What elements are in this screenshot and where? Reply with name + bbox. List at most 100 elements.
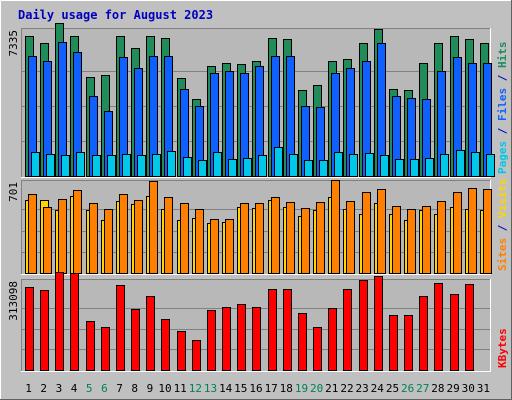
x-tick-label: 22 [340, 382, 353, 395]
x-tick-label: 24 [371, 382, 385, 395]
x-tick-label: 18 [280, 382, 293, 395]
bar-kbytes-day-1 [25, 287, 34, 371]
bar-sites-day-20 [316, 202, 325, 274]
bar-sites-day-7 [119, 194, 128, 274]
bar-pages-day-15 [243, 158, 252, 177]
x-tick-label: 17 [265, 382, 278, 395]
legend-entry: / [496, 218, 509, 238]
legend-entry: / [496, 68, 509, 88]
bar-pages-day-4 [76, 152, 85, 177]
bar-sites-day-22 [346, 201, 355, 274]
bar-pages-day-1 [31, 152, 40, 177]
legend-entry: Visits [496, 178, 509, 218]
legend: Pages / Files / Hits [496, 42, 509, 175]
bar-pages-day-18 [289, 154, 298, 177]
bar-kbytes-day-16 [252, 307, 261, 371]
bar-pages-day-8 [137, 155, 146, 177]
legend-entry: KBytes [496, 328, 509, 368]
max-value-label: 7335 [7, 30, 20, 57]
bar-sites-day-23 [362, 192, 371, 274]
x-tick-label: 9 [147, 382, 154, 395]
bar-sites-day-15 [240, 203, 249, 274]
bar-sites-day-25 [392, 206, 401, 274]
max-value-label: 701 [7, 182, 20, 202]
x-tick-label: 11 [174, 382, 187, 395]
x-tick-label: 8 [131, 382, 138, 395]
bar-sites-day-21 [331, 180, 340, 274]
bar-sites-day-1 [28, 194, 37, 274]
chart-panels: 7335 Pages / Files / Hits 701 Sites / Visit… [7, 23, 509, 372]
bar-sites-day-16 [255, 203, 264, 274]
legend: Sites / Visits [496, 178, 509, 271]
bar-sites-day-2 [43, 207, 52, 274]
panel-top: 7335 Pages / Files / Hits [7, 23, 509, 178]
bar-pages-day-29 [456, 150, 465, 177]
x-tick-label: 1 [25, 382, 32, 395]
bar-pages-day-17 [274, 147, 283, 177]
x-tick-label: 31 [477, 382, 490, 395]
bar-kbytes-day-21 [328, 308, 337, 371]
bar-sites-day-29 [453, 192, 462, 274]
bar-kbytes-day-14 [222, 307, 231, 371]
bar-kbytes-day-5 [86, 321, 95, 371]
x-tick-label: 25 [386, 382, 399, 395]
bar-kbytes-day-11 [177, 331, 186, 371]
legend-entry: / [496, 121, 509, 141]
bar-sites-day-18 [286, 202, 295, 274]
bar-pages-day-16 [258, 155, 267, 177]
bar-sites-day-11 [180, 203, 189, 274]
bar-pages-day-26 [410, 159, 419, 177]
bar-kbytes-day-3 [55, 272, 64, 371]
bar-pages-day-10 [167, 151, 176, 177]
bar-kbytes-day-28 [434, 283, 443, 371]
x-axis-labels: 1 2 3 4 5 6 7 8 9 10 11 12 13 14 15 16 17 18 19 20 21 22 23 24 2… [25, 382, 490, 395]
bar-pages-day-30 [471, 152, 480, 177]
bar-sites-day-27 [422, 206, 431, 274]
bar-kbytes-day-25 [389, 315, 398, 371]
bar-sites-day-24 [377, 189, 386, 274]
x-tick-label: 14 [219, 382, 233, 395]
bar-pages-day-27 [425, 158, 434, 177]
bar-kbytes-day-15 [237, 304, 246, 371]
x-tick-label: 30 [462, 382, 475, 395]
bar-pages-day-9 [152, 154, 161, 177]
x-tick-label: 2 [40, 382, 47, 395]
bar-sites-day-12 [195, 209, 204, 274]
bar-sites-day-14 [225, 219, 234, 274]
panel-bottom: 313098 KBytes [7, 272, 509, 372]
x-tick-label: 15 [234, 382, 247, 395]
bar-sites-day-30 [468, 188, 477, 274]
bar-pages-day-3 [61, 155, 70, 177]
bar-pages-day-13 [213, 152, 222, 177]
bar-sites-day-13 [210, 219, 219, 274]
x-tick-label: 21 [325, 382, 338, 395]
bar-kbytes-day-9 [146, 296, 155, 371]
bar-kbytes-day-20 [313, 327, 322, 371]
x-tick-label: 28 [431, 382, 444, 395]
bar-pages-day-21 [334, 152, 343, 177]
bar-sites-day-31 [483, 189, 492, 274]
bar-pages-day-11 [183, 157, 192, 177]
bar-pages-day-24 [380, 155, 389, 177]
x-tick-label: 3 [56, 382, 63, 395]
bar-kbytes-day-27 [419, 296, 428, 371]
bar-pages-day-6 [107, 155, 116, 177]
bar-kbytes-day-13 [207, 310, 216, 371]
x-tick-label: 7 [116, 382, 123, 395]
bar-kbytes-day-26 [404, 315, 413, 371]
chart-title: Daily usage for August 2023 [18, 8, 213, 22]
bar-kbytes-day-29 [450, 294, 459, 371]
bar-kbytes-day-10 [161, 319, 170, 371]
bar-kbytes-day-4 [70, 273, 79, 371]
bar-kbytes-day-12 [192, 340, 201, 371]
bar-kbytes-day-17 [268, 289, 277, 371]
x-tick-label: 5 [86, 382, 93, 395]
bar-pages-day-2 [46, 154, 55, 177]
bar-sites-day-6 [104, 209, 113, 274]
legend-entry: Hits [496, 42, 509, 69]
x-tick-label: 12 [189, 382, 202, 395]
x-tick-label: 4 [71, 382, 78, 395]
bar-sites-day-17 [271, 197, 280, 274]
x-tick-label: 23 [355, 382, 368, 395]
